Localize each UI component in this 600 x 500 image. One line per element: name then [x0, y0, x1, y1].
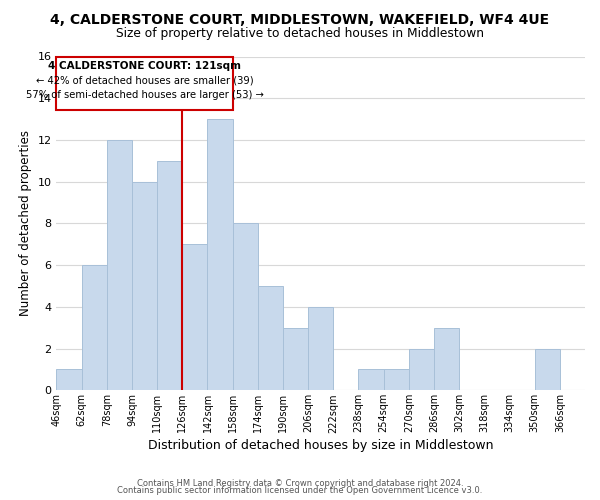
Text: Size of property relative to detached houses in Middlestown: Size of property relative to detached ho… — [116, 28, 484, 40]
Bar — [132, 182, 157, 390]
FancyBboxPatch shape — [56, 56, 233, 110]
Bar — [535, 348, 560, 391]
Bar — [258, 286, 283, 391]
Bar — [383, 370, 409, 390]
Bar — [409, 348, 434, 391]
X-axis label: Distribution of detached houses by size in Middlestown: Distribution of detached houses by size … — [148, 440, 493, 452]
Bar — [233, 224, 258, 390]
Bar — [308, 307, 334, 390]
Text: 4 CALDERSTONE COURT: 121sqm: 4 CALDERSTONE COURT: 121sqm — [48, 61, 241, 71]
Text: ← 42% of detached houses are smaller (39): ← 42% of detached houses are smaller (39… — [36, 76, 253, 86]
Text: 57% of semi-detached houses are larger (53) →: 57% of semi-detached houses are larger (… — [26, 90, 263, 100]
Y-axis label: Number of detached properties: Number of detached properties — [19, 130, 32, 316]
Text: Contains HM Land Registry data © Crown copyright and database right 2024.: Contains HM Land Registry data © Crown c… — [137, 478, 463, 488]
Bar — [182, 244, 208, 390]
Bar — [107, 140, 132, 390]
Bar — [358, 370, 383, 390]
Bar — [208, 119, 233, 390]
Bar — [283, 328, 308, 390]
Text: Contains public sector information licensed under the Open Government Licence v3: Contains public sector information licen… — [118, 486, 482, 495]
Bar — [157, 161, 182, 390]
Bar — [82, 265, 107, 390]
Text: 4, CALDERSTONE COURT, MIDDLESTOWN, WAKEFIELD, WF4 4UE: 4, CALDERSTONE COURT, MIDDLESTOWN, WAKEF… — [50, 12, 550, 26]
Bar — [434, 328, 459, 390]
Bar — [56, 370, 82, 390]
